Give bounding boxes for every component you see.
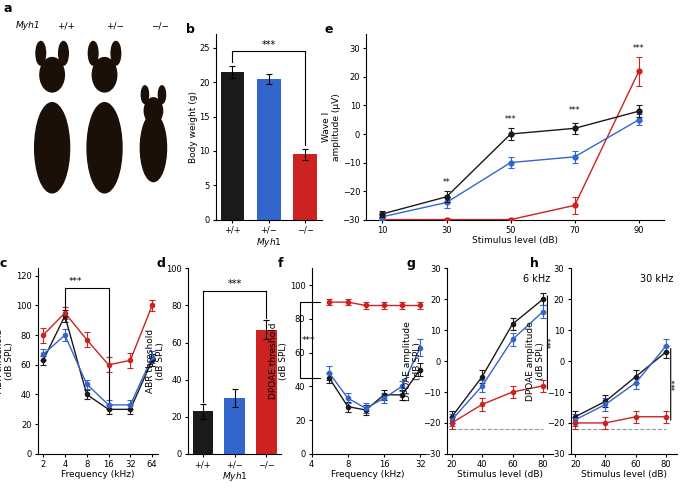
Text: −/−: −/− [151, 21, 169, 30]
Text: ***: *** [301, 336, 315, 345]
Y-axis label: DPOAE amplitude
(dB SPL): DPOAE amplitude (dB SPL) [526, 321, 545, 401]
Ellipse shape [36, 41, 46, 65]
Text: ***: *** [671, 379, 680, 390]
Bar [221, 72, 245, 220]
X-axis label: Stimulus level (dB): Stimulus level (dB) [581, 470, 667, 480]
Y-axis label: DPOAE threshold
(dB SPL): DPOAE threshold (dB SPL) [269, 323, 288, 399]
Ellipse shape [145, 98, 162, 123]
Text: 6 kHz: 6 kHz [523, 274, 550, 284]
Text: ***: *** [227, 279, 242, 289]
Bar [257, 79, 281, 220]
Text: a: a [3, 2, 12, 15]
Y-axis label: Body weight (g): Body weight (g) [188, 91, 198, 163]
Ellipse shape [59, 41, 68, 65]
Ellipse shape [158, 86, 166, 103]
Bar [224, 398, 245, 454]
Y-axis label: Wave I
amplitude (μV): Wave I amplitude (μV) [322, 93, 341, 161]
X-axis label: Stimulus level (dB): Stimulus level (dB) [458, 470, 543, 480]
Text: ***: *** [262, 40, 276, 50]
X-axis label: $\it{Myh1}$: $\it{Myh1}$ [256, 236, 282, 249]
Text: ***: *** [569, 106, 581, 116]
X-axis label: Frequency (kHz): Frequency (kHz) [332, 470, 405, 480]
Text: d: d [156, 257, 165, 270]
Text: ***: *** [633, 44, 645, 53]
Text: e: e [325, 23, 334, 36]
Text: 30 kHz: 30 kHz [640, 274, 673, 284]
Bar [192, 411, 213, 454]
Text: ***: *** [69, 277, 83, 286]
Ellipse shape [141, 86, 149, 103]
Ellipse shape [40, 58, 64, 92]
Bar [256, 329, 277, 454]
Text: +/+: +/+ [57, 21, 75, 30]
Y-axis label: DPOAE amplitude
(dB SPL): DPOAE amplitude (dB SPL) [403, 321, 422, 401]
X-axis label: $\it{Myh1}$: $\it{Myh1}$ [222, 470, 247, 484]
Ellipse shape [140, 114, 166, 182]
Ellipse shape [87, 102, 122, 193]
Text: b: b [186, 23, 195, 36]
Text: ***: *** [505, 115, 516, 124]
Y-axis label: ABR threshold
(dB SPL): ABR threshold (dB SPL) [146, 329, 165, 393]
Text: **: ** [443, 178, 451, 187]
Text: h: h [530, 257, 539, 270]
Text: +/−: +/− [106, 21, 124, 30]
Text: ***: *** [548, 337, 557, 348]
Ellipse shape [88, 41, 98, 65]
Y-axis label: ABR threshold
(dB SPL): ABR threshold (dB SPL) [0, 329, 14, 393]
X-axis label: Frequency (kHz): Frequency (kHz) [61, 470, 134, 480]
Text: g: g [407, 257, 416, 270]
Text: c: c [0, 257, 7, 270]
Bar [293, 154, 317, 220]
Text: Myh1: Myh1 [16, 21, 40, 30]
Ellipse shape [111, 41, 121, 65]
X-axis label: Stimulus level (dB): Stimulus level (dB) [473, 236, 558, 245]
Ellipse shape [35, 102, 70, 193]
Ellipse shape [92, 58, 116, 92]
Text: f: f [278, 257, 284, 270]
